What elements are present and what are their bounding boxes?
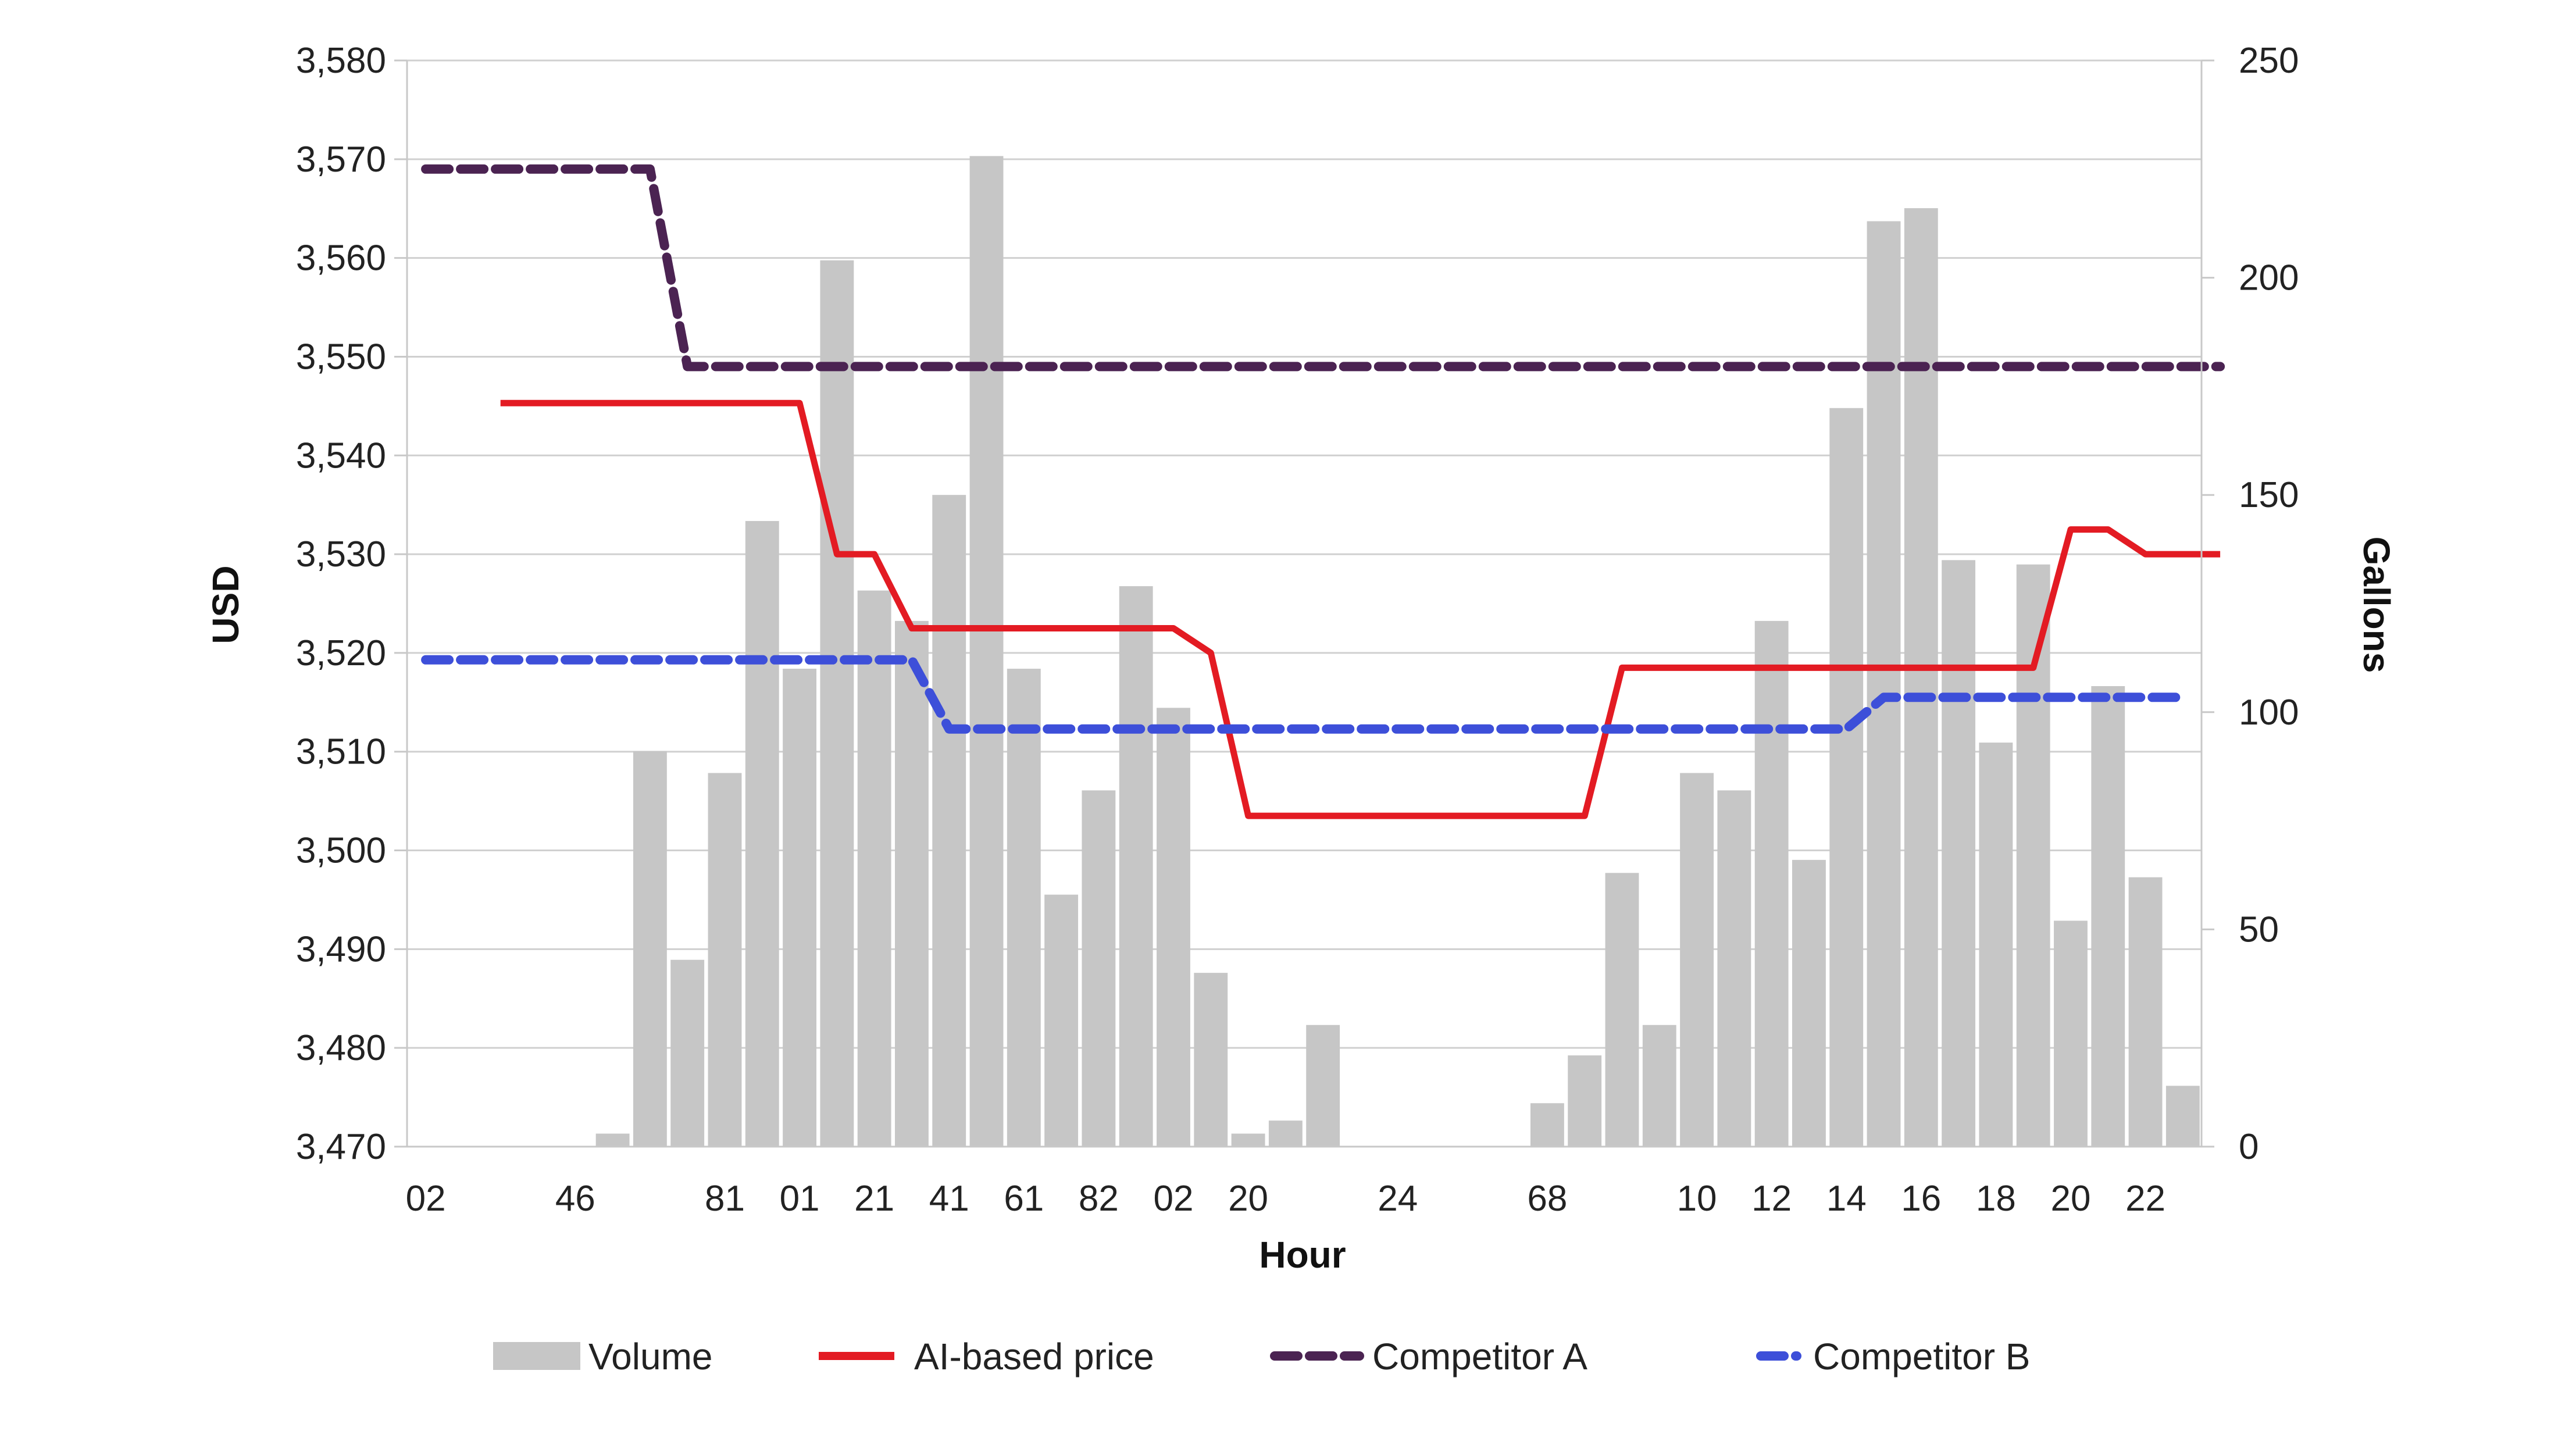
x-tick-label: 01 bbox=[780, 1179, 820, 1219]
volume-bar bbox=[2091, 686, 2125, 1147]
legend-label-competitor-a: Competitor A bbox=[1372, 1336, 1587, 1377]
y2-tick-label: 150 bbox=[2239, 475, 2299, 515]
volume-bar bbox=[1605, 873, 1639, 1147]
gridlines bbox=[407, 59, 2202, 1049]
y-tick-label: 3,540 bbox=[296, 436, 386, 476]
y2-tick-label: 200 bbox=[2239, 258, 2299, 298]
volume-bar bbox=[1680, 773, 1714, 1147]
volume-bar bbox=[1642, 1025, 1676, 1147]
x-tick-label: 16 bbox=[1901, 1179, 1941, 1219]
y2-tick-label: 100 bbox=[2239, 693, 2299, 733]
y2-tick-label: 0 bbox=[2239, 1127, 2259, 1167]
volume-bar bbox=[1942, 560, 1976, 1147]
volume-bar bbox=[2054, 920, 2088, 1147]
y-tick-label: 3,570 bbox=[296, 140, 386, 180]
x-tick-label: 21 bbox=[854, 1179, 894, 1219]
y-tick-label: 3,480 bbox=[296, 1028, 386, 1068]
y-axis-title: USD bbox=[205, 565, 247, 644]
x-tick-label: 46 bbox=[555, 1179, 595, 1219]
series-line-competitor-b bbox=[421, 655, 2188, 734]
volume-bar bbox=[1792, 859, 1826, 1147]
y-tick-label: 3,520 bbox=[296, 633, 386, 673]
x-tick-label: 68 bbox=[1527, 1179, 1567, 1219]
volume-bar bbox=[1007, 669, 1041, 1147]
x-tick-label: 22 bbox=[2125, 1179, 2165, 1219]
y-tick-label: 3,560 bbox=[296, 238, 386, 279]
volume-bar bbox=[1904, 208, 1938, 1147]
volume-bar bbox=[1530, 1103, 1564, 1147]
x-tick-label: 24 bbox=[1378, 1179, 1418, 1219]
volume-bar bbox=[1044, 894, 1079, 1147]
volume-bars bbox=[595, 156, 2200, 1147]
x-axis-title: Hour bbox=[1259, 1234, 1346, 1276]
x-tick-label: 02 bbox=[1153, 1179, 1193, 1219]
y2-axis-title: Gallons bbox=[2356, 537, 2397, 673]
volume-bar bbox=[1157, 708, 1190, 1147]
volume-bar bbox=[1306, 1025, 1340, 1147]
y-tick-label: 3,490 bbox=[296, 929, 386, 969]
volume-bar bbox=[1754, 620, 1789, 1147]
x-tick-label: 81 bbox=[705, 1179, 745, 1219]
y-tick-label: 3,510 bbox=[296, 732, 386, 772]
x-tick-label: 02 bbox=[406, 1179, 446, 1219]
x-tick-label: 20 bbox=[1228, 1179, 1268, 1219]
volume-bar bbox=[895, 620, 929, 1147]
right-axis-ticks: 0 50 100 150 200 250 bbox=[2239, 41, 2299, 1167]
y2-tick-label: 50 bbox=[2239, 909, 2279, 950]
volume-bar bbox=[2128, 877, 2163, 1147]
volume-bar bbox=[1119, 586, 1153, 1147]
x-tick-label: 20 bbox=[2050, 1179, 2090, 1219]
series-line-ai-based-price bbox=[500, 399, 2221, 819]
x-tick-label: 14 bbox=[1826, 1179, 1867, 1219]
volume-bar bbox=[1268, 1120, 1303, 1147]
x-tick-label: 41 bbox=[929, 1179, 969, 1219]
legend: Volume AI-based price Competitor A Compe… bbox=[493, 1336, 2030, 1377]
volume-bar bbox=[783, 669, 816, 1147]
y-tick-label: 3,580 bbox=[296, 41, 386, 81]
left-axis-ticks: 3,470 3,480 3,490 3,500 3,510 3,520 3,530 3,540… bbox=[296, 41, 386, 1167]
volume-bar bbox=[857, 590, 891, 1147]
volume-bar bbox=[1829, 408, 1864, 1147]
price-lines bbox=[421, 164, 2225, 819]
x-axis-ticks: 02 46 81 01 21 41 61 82 02 20 24 68 10 12 14 16 18 20 22 bbox=[406, 1179, 2165, 1219]
volume-bar bbox=[820, 260, 854, 1147]
volume-bar bbox=[932, 495, 966, 1147]
y-tick-label: 3,530 bbox=[296, 534, 386, 574]
y2-tick-label: 250 bbox=[2239, 41, 2299, 81]
x-tick-label: 18 bbox=[1976, 1179, 2016, 1219]
volume-bar bbox=[745, 521, 779, 1147]
x-tick-label: 10 bbox=[1677, 1179, 1717, 1219]
volume-bar bbox=[633, 751, 667, 1147]
volume-bar bbox=[670, 959, 705, 1147]
volume-bar bbox=[1231, 1133, 1265, 1147]
x-tick-label: 61 bbox=[1004, 1179, 1044, 1219]
volume-bar bbox=[1568, 1055, 1602, 1147]
legend-label-ai-price: AI-based price bbox=[914, 1336, 1154, 1377]
volume-bar bbox=[969, 156, 1004, 1147]
volume-bar bbox=[2016, 564, 2050, 1147]
y-tick-label: 3,470 bbox=[296, 1127, 386, 1167]
legend-label-volume: Volume bbox=[588, 1336, 712, 1377]
volume-bar bbox=[1194, 973, 1228, 1147]
volume-bar bbox=[1979, 743, 2013, 1147]
legend-swatch-volume bbox=[493, 1342, 580, 1370]
volume-bar bbox=[708, 773, 742, 1147]
y-tick-label: 3,550 bbox=[296, 337, 386, 377]
volume-bar bbox=[2165, 1086, 2200, 1147]
y-tick-label: 3,500 bbox=[296, 831, 386, 871]
x-tick-label: 82 bbox=[1079, 1179, 1119, 1219]
legend-label-competitor-b: Competitor B bbox=[1813, 1336, 2030, 1377]
series-line-competitor-a bbox=[421, 164, 2225, 372]
volume-bar bbox=[1867, 221, 1901, 1147]
x-tick-label: 12 bbox=[1751, 1179, 1792, 1219]
axes bbox=[394, 59, 2214, 1148]
volume-bar bbox=[1082, 790, 1116, 1147]
volume-bar bbox=[595, 1133, 630, 1147]
volume-bar bbox=[1717, 790, 1751, 1147]
